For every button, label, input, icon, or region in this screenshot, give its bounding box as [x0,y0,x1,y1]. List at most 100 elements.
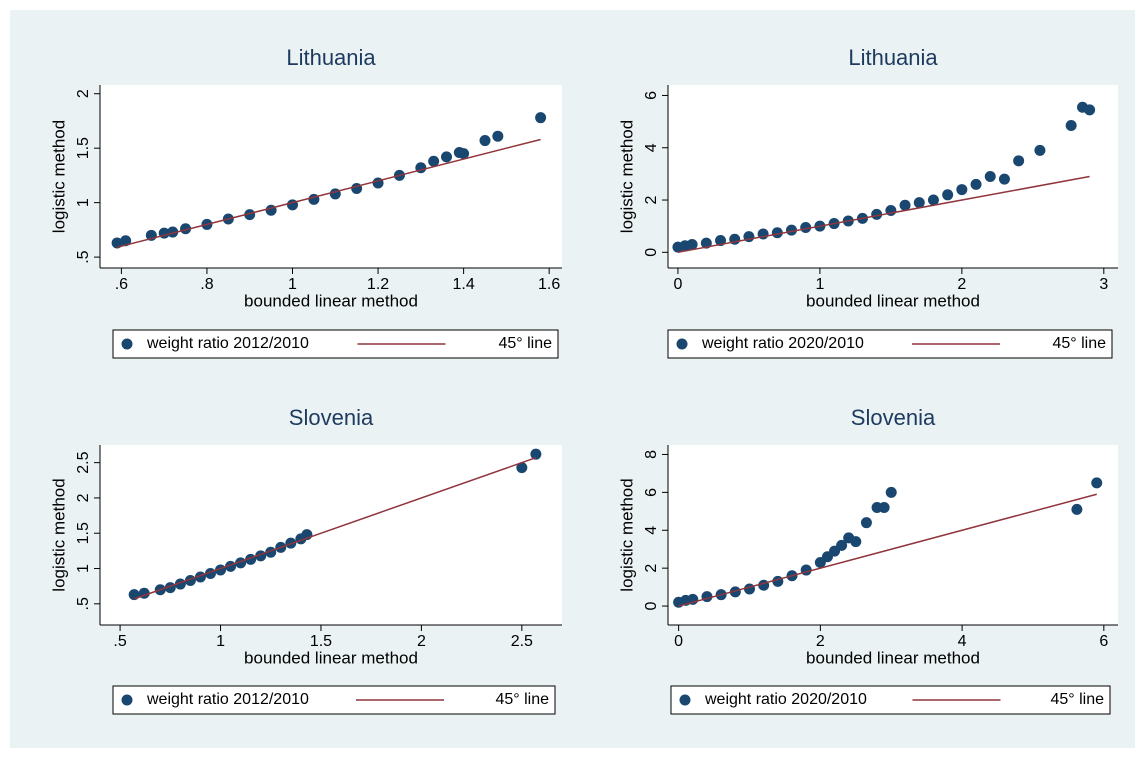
x-axis-label: bounded linear method [806,291,980,310]
legend-label: 45° line [1050,691,1104,708]
point [441,151,452,163]
point [984,171,996,182]
y-tick-label: 2 [643,564,660,573]
point [1084,104,1096,116]
point [180,223,192,235]
y-tick-label: .5 [75,597,92,610]
x-axis-label: bounded linear method [806,648,980,667]
point [800,221,812,233]
point [167,226,179,238]
point [492,130,504,142]
legend-box [112,329,559,359]
x-tick-label: 2 [816,633,825,650]
reference-line [116,138,541,249]
reference-line [133,456,537,600]
legend-box [667,329,1113,359]
x-tick-label: 3 [1099,276,1108,293]
x-tick-label: 1 [815,276,824,293]
plot-region [668,85,1118,268]
legend-label: weight ratio 2020/2010 [704,691,867,708]
point [458,148,470,160]
point [899,199,911,211]
point [743,583,755,595]
x-tick-label: .8 [200,276,213,293]
legend-marker [121,694,133,706]
point [758,579,770,591]
y-tick-label: 0 [643,248,660,257]
y-tick-label: 2 [75,89,92,98]
point [871,208,883,220]
point [244,209,256,221]
point [771,227,783,239]
x-tick-label: 1 [216,633,225,650]
point [956,184,968,196]
point [729,586,741,598]
point [970,178,982,190]
y-tick-label: 6 [643,488,660,497]
y-tick-label: 4 [643,143,660,152]
point [998,173,1010,185]
y-tick-label: 2 [643,195,660,204]
point [850,536,862,548]
point [1013,155,1025,167]
x-axis-label: bounded linear method [244,648,418,667]
y-tick-label: 8 [643,450,660,459]
point [942,189,954,201]
legend-label: 45° line [498,335,552,352]
point [913,197,925,209]
y-tick-label: 0 [643,602,660,611]
x-tick-label: .5 [113,633,126,650]
point [479,135,491,147]
reference-line [677,175,1090,254]
chart-title: Slovenia [851,405,936,430]
x-tick-label: 0 [674,633,683,650]
point [800,564,812,576]
point [1034,144,1046,156]
legend-box [670,685,1111,715]
y-tick-label: 1 [75,198,92,207]
point [786,224,798,236]
point [1065,120,1077,132]
point [836,539,848,551]
y-tick-label: .5 [75,250,92,263]
point [120,235,132,247]
point [1071,503,1083,515]
x-tick-label: 6 [1099,633,1108,650]
y-axis-label: logistic method [49,120,68,233]
x-tick-label: 1.4 [452,276,474,293]
plot-region [100,445,562,625]
point [860,517,872,529]
point [878,502,890,514]
legend-label: weight ratio 2012/2010 [146,335,309,352]
y-tick-label: 4 [643,526,660,535]
point [530,448,542,460]
y-tick-label: 6 [643,91,660,100]
x-tick-label: 2.5 [511,633,533,650]
y-axis-label: logistic method [49,478,68,591]
chart-title: Slovenia [289,405,374,430]
plot-region [100,85,562,268]
x-tick-label: .6 [115,276,128,293]
x-tick-label: 1.2 [367,276,389,293]
point [535,112,547,124]
chart-title: Lithuania [848,45,938,70]
y-tick-label: 1.5 [75,522,92,544]
x-axis-label: bounded linear method [244,291,418,310]
legend-label: 45° line [1052,335,1106,352]
legend-marker [679,694,691,706]
chart-title: Lithuania [286,45,376,70]
point [686,238,698,250]
legend-label: weight ratio 2012/2010 [146,691,309,708]
x-tick-label: 2 [957,276,966,293]
y-tick-label: 2 [75,493,92,502]
point [516,462,528,474]
x-tick-label: 4 [958,633,967,650]
legend-marker [676,338,688,350]
reference-line [678,493,1097,607]
y-tick-label: 1 [75,564,92,573]
y-tick-label: 2.5 [75,451,92,473]
plot-region [668,445,1118,625]
point [885,486,897,498]
point [701,591,713,603]
